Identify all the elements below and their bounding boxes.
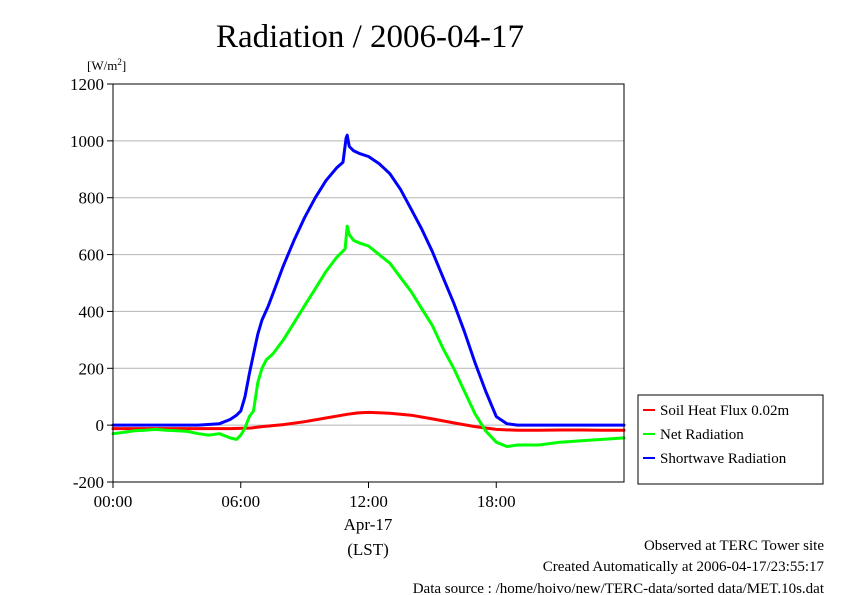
- y-tick-label: 0: [96, 416, 105, 435]
- y-tick-label: 1200: [70, 75, 104, 94]
- y-tick-label: 800: [79, 189, 105, 208]
- plot-frame: [112, 83, 625, 483]
- x-axis-ticks: 00:00 06:00 12:00 18:00: [94, 482, 516, 511]
- x-tick-label: 06:00: [221, 492, 260, 511]
- y-tick-label: 400: [79, 302, 105, 321]
- footer-source: Data source : /home/hoivo/new/TERC-data/…: [413, 581, 825, 595]
- y-tick-label: 200: [79, 359, 105, 378]
- legend-label: Soil Heat Flux 0.02m: [660, 403, 790, 419]
- series-line-shortwave-radiation: [111, 133, 626, 427]
- y-axis-unit-superscript: 2: [117, 57, 122, 67]
- y-axis-unit-label: [W/m2]: [87, 57, 126, 73]
- x-tick-label: 18:00: [477, 492, 516, 511]
- chart-title: Radiation / 2006-04-17: [216, 19, 524, 55]
- series-group: [111, 133, 626, 448]
- legend-label: Shortwave Radiation: [660, 451, 787, 467]
- y-axis-ticks: -200 0 200 400 600 800 1000 1200: [70, 75, 113, 492]
- x-tick-label: 00:00: [94, 492, 133, 511]
- legend: Soil Heat Flux 0.02m Net Radiation Shortwa…: [637, 394, 824, 485]
- footer-observed: Observed at TERC Tower site: [644, 538, 824, 554]
- series-line-soil-heat-flux-0-02m: [111, 410, 626, 432]
- x-tick-label: 12:00: [349, 492, 388, 511]
- legend-label: Net Radiation: [660, 427, 744, 443]
- x-axis-title: (LST): [347, 540, 389, 559]
- x-axis-date-label: Apr-17: [344, 515, 393, 534]
- footer-created: Created Automatically at 2006-04-17/23:5…: [543, 559, 825, 575]
- series-line-net-radiation: [111, 224, 626, 448]
- y-tick-label: 1000: [70, 132, 104, 151]
- legend-items: Soil Heat Flux 0.02m Net Radiation Shortwa…: [643, 403, 790, 467]
- legend-box: [637, 394, 824, 485]
- grid-lines: [113, 140, 624, 426]
- y-tick-label: 600: [79, 246, 105, 265]
- y-tick-label: -200: [73, 473, 104, 492]
